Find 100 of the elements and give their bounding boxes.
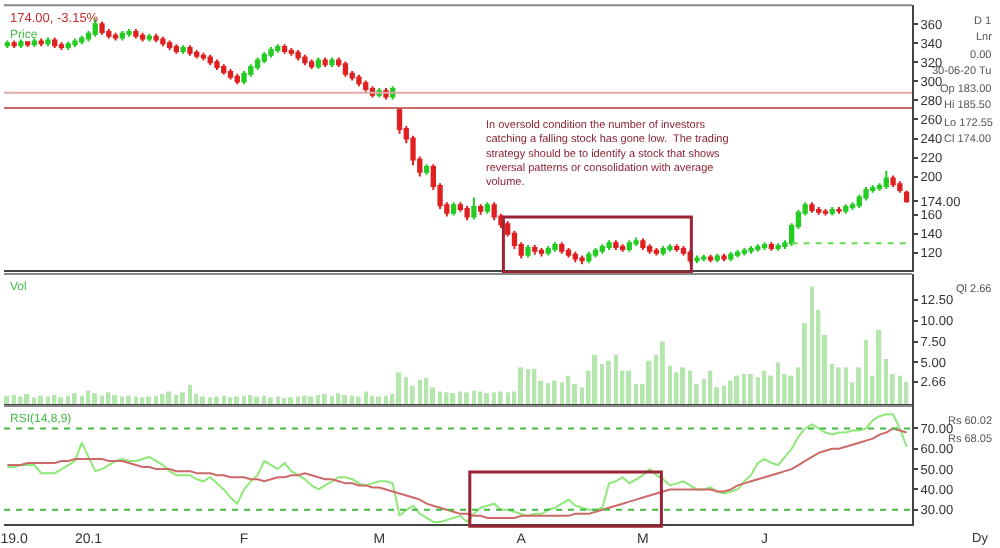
bar xyxy=(560,382,564,404)
candlestick xyxy=(200,51,207,62)
candlestick xyxy=(133,28,139,40)
candlestick xyxy=(586,250,592,265)
candlestick xyxy=(809,201,815,214)
bar xyxy=(276,396,280,404)
bar xyxy=(748,374,753,404)
candlestick xyxy=(18,38,24,50)
candlestick xyxy=(721,252,727,263)
bar xyxy=(86,390,91,404)
bar xyxy=(532,369,537,404)
bar xyxy=(38,395,43,404)
bar xyxy=(174,394,179,404)
candlestick xyxy=(119,29,125,42)
bar xyxy=(418,379,422,404)
bar xyxy=(572,384,577,404)
bar xyxy=(810,286,814,404)
bar xyxy=(4,395,10,404)
candlestick xyxy=(714,252,720,264)
candlestick xyxy=(525,244,531,259)
bar xyxy=(370,395,375,404)
bar xyxy=(592,354,598,404)
bar xyxy=(788,375,794,404)
candlestick xyxy=(363,79,369,93)
bar xyxy=(180,392,185,404)
candlestick xyxy=(268,46,274,59)
candlestick xyxy=(180,44,186,55)
bar xyxy=(776,362,780,404)
bar xyxy=(404,377,408,404)
candlestick xyxy=(31,37,38,49)
bar xyxy=(898,375,902,404)
bar xyxy=(546,383,550,404)
bar xyxy=(262,395,266,404)
candlestick xyxy=(471,196,477,221)
candlestick xyxy=(572,250,578,264)
bar xyxy=(242,395,246,404)
candlestick xyxy=(302,53,308,67)
bar xyxy=(864,339,868,404)
candlestick xyxy=(761,241,768,251)
candlestick xyxy=(903,189,910,204)
bar xyxy=(120,396,124,404)
bar xyxy=(12,394,16,404)
candlestick xyxy=(626,239,633,253)
candlestick xyxy=(396,107,403,135)
bar xyxy=(708,370,713,404)
candlestick xyxy=(856,193,862,209)
candlestick xyxy=(647,243,653,255)
candlestick xyxy=(112,31,119,42)
candlestick xyxy=(538,246,545,258)
bar xyxy=(46,396,50,404)
candlestick xyxy=(829,206,835,217)
bar xyxy=(342,394,348,404)
candlestick xyxy=(79,34,85,46)
candlestick xyxy=(261,50,267,65)
candlestick xyxy=(883,169,889,190)
candlestick xyxy=(254,56,261,71)
bar xyxy=(688,370,692,404)
bar xyxy=(566,375,571,404)
candlestick xyxy=(153,32,159,44)
bar xyxy=(80,395,84,404)
bar xyxy=(904,381,909,404)
candlestick xyxy=(816,206,822,216)
bar xyxy=(444,392,449,404)
bar xyxy=(742,374,747,404)
bar xyxy=(234,396,239,404)
candlestick xyxy=(755,243,761,253)
candlestick xyxy=(160,35,166,48)
candlestick xyxy=(329,56,335,69)
candlestick xyxy=(822,207,829,217)
candlestick xyxy=(58,41,65,51)
candlestick xyxy=(592,246,599,259)
bar xyxy=(756,377,760,404)
bar xyxy=(876,329,882,404)
line-series xyxy=(6,413,908,523)
candlestick xyxy=(99,20,105,36)
candlestick xyxy=(65,40,71,51)
bar xyxy=(154,395,158,404)
bar xyxy=(208,397,212,404)
candlestick xyxy=(680,245,687,257)
bar xyxy=(614,354,618,404)
bar xyxy=(126,395,131,404)
bar xyxy=(484,393,490,404)
candlestick xyxy=(173,43,180,55)
candlestick xyxy=(146,32,153,43)
bar xyxy=(450,393,456,404)
candlestick xyxy=(288,47,294,57)
bar xyxy=(296,396,300,404)
candlestick xyxy=(599,243,605,255)
candlestick xyxy=(45,36,51,48)
bar xyxy=(166,391,172,404)
bar xyxy=(200,396,206,404)
candlestick xyxy=(72,37,78,49)
candlestick xyxy=(187,44,193,57)
bar xyxy=(52,394,57,404)
candlestick xyxy=(295,48,301,62)
candlestick xyxy=(707,253,714,264)
bar xyxy=(492,392,496,404)
bar xyxy=(844,367,848,404)
candlestick xyxy=(315,56,322,71)
bar xyxy=(364,391,368,404)
